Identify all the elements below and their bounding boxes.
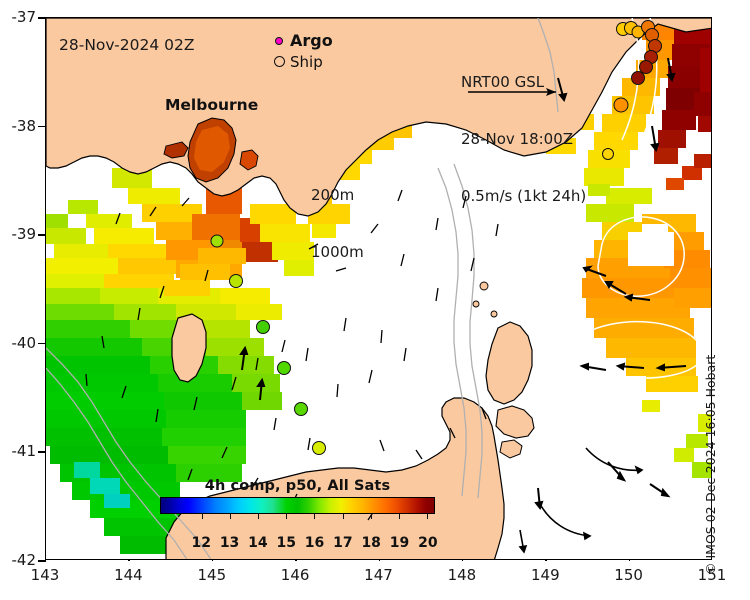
- legend-row-ship: Ship: [268, 51, 333, 72]
- y-tick-mark: [38, 17, 46, 19]
- sst-raster-layer: [46, 18, 711, 559]
- ship-marker[interactable]: [613, 97, 629, 113]
- colorbar-gradient: [160, 497, 435, 519]
- legend-row-argo: Argo: [268, 30, 333, 51]
- sst-patch-southeast-scatter: [642, 400, 711, 478]
- depth-label-200m: 200m: [311, 186, 355, 204]
- y-tick-label: -40: [11, 333, 37, 352]
- ship-icon: [268, 56, 290, 67]
- x-tick-label: 147: [364, 566, 393, 584]
- ship-marker[interactable]: [277, 360, 292, 375]
- x-tick-label: 144: [114, 566, 143, 584]
- x-tick-label: 151: [697, 566, 727, 584]
- city-label-melbourne: Melbourne: [165, 96, 259, 114]
- y-tick-label: -41: [11, 442, 37, 461]
- y-tick-mark: [38, 125, 46, 128]
- ship-marker[interactable]: [602, 147, 615, 160]
- x-tick-label: 148: [447, 566, 477, 584]
- y-tick-label: -38: [11, 116, 37, 135]
- ship-marker[interactable]: [255, 320, 270, 335]
- ship-marker[interactable]: [210, 234, 224, 247]
- copyright-notice: © IMOS 02-Dec-2024 16:05 Hobart: [703, 354, 718, 575]
- current-vector-arrows: [85, 57, 687, 554]
- reference-arrow-icon: [468, 88, 556, 96]
- x-tick-label: 150: [614, 566, 643, 584]
- sst-patch-southwest-cool: [74, 462, 130, 508]
- legend-label-argo: Argo: [290, 31, 333, 50]
- ship-marker[interactable]: [229, 273, 244, 288]
- x-tick-label: 149: [530, 566, 560, 584]
- date-label: 28-Nov-2024 02Z: [59, 36, 195, 54]
- colorbar: 4h comp, p50, All Sats 12 13 14 15 16 17…: [160, 478, 438, 551]
- map-plot-area[interactable]: 28-Nov-2024 02Z Argo Ship NRT00 GSL 28-N…: [45, 17, 712, 560]
- land-layer: [46, 18, 711, 559]
- colorbar-tick: 15: [276, 535, 296, 551]
- colorbar-tick: 17: [333, 535, 353, 551]
- argo-icon: [268, 36, 290, 45]
- ship-marker[interactable]: [638, 59, 653, 74]
- colorbar-tick: 20: [418, 535, 438, 551]
- colorbar-tick: 14: [248, 535, 268, 551]
- sst-patch-midshelf: [46, 288, 282, 554]
- depth-label-1000m: 1000m: [311, 243, 364, 261]
- colorbar-tick: 18: [361, 535, 381, 551]
- y-tick-mark: [38, 451, 46, 453]
- x-tick-label: 145: [197, 566, 227, 584]
- colorbar-tick: 12: [191, 535, 211, 551]
- ship-marker[interactable]: [630, 70, 645, 85]
- colorbar-tick-labels: 12 13 14 15 16 17 18 19 20: [160, 514, 438, 551]
- colorbar-tick: 16: [304, 535, 325, 551]
- current-annotation: NRT00 GSL 28-Nov 18:00Z 0.5m/s (1kt 24h): [461, 35, 586, 244]
- ship-marker[interactable]: [311, 441, 326, 455]
- x-tick-label: 146: [280, 566, 310, 584]
- sst-patch-east-eddy: [582, 188, 711, 392]
- x-tick-label: 143: [30, 566, 60, 584]
- colorbar-tick: 13: [219, 535, 240, 551]
- y-tick-mark: [38, 342, 46, 345]
- y-tick-label: -37: [11, 8, 37, 26]
- legend-label-ship: Ship: [290, 52, 323, 71]
- depth-contour-labels: 200m 1000m: [311, 148, 364, 300]
- colorbar-tick: 19: [389, 535, 410, 551]
- y-tick-mark: [38, 560, 46, 562]
- depth-contour-lines: [46, 18, 559, 559]
- y-tick-mark: [38, 234, 46, 236]
- ship-marker[interactable]: [294, 401, 309, 416]
- y-tick-label: -39: [11, 225, 37, 244]
- current-timestamp: 28-Nov 18:00Z: [461, 130, 574, 148]
- sst-patch-northwest: [46, 168, 278, 288]
- colorbar-title: 4h comp, p50, All Sats: [204, 478, 391, 494]
- marker-legend: Argo Ship: [268, 30, 333, 72]
- y-tick-label: -42: [11, 551, 37, 569]
- current-product-name: NRT00 GSL: [461, 73, 545, 91]
- current-scale-text: 0.5m/s (1kt 24h): [461, 187, 587, 205]
- sst-patch-ne-blobs: [588, 154, 711, 196]
